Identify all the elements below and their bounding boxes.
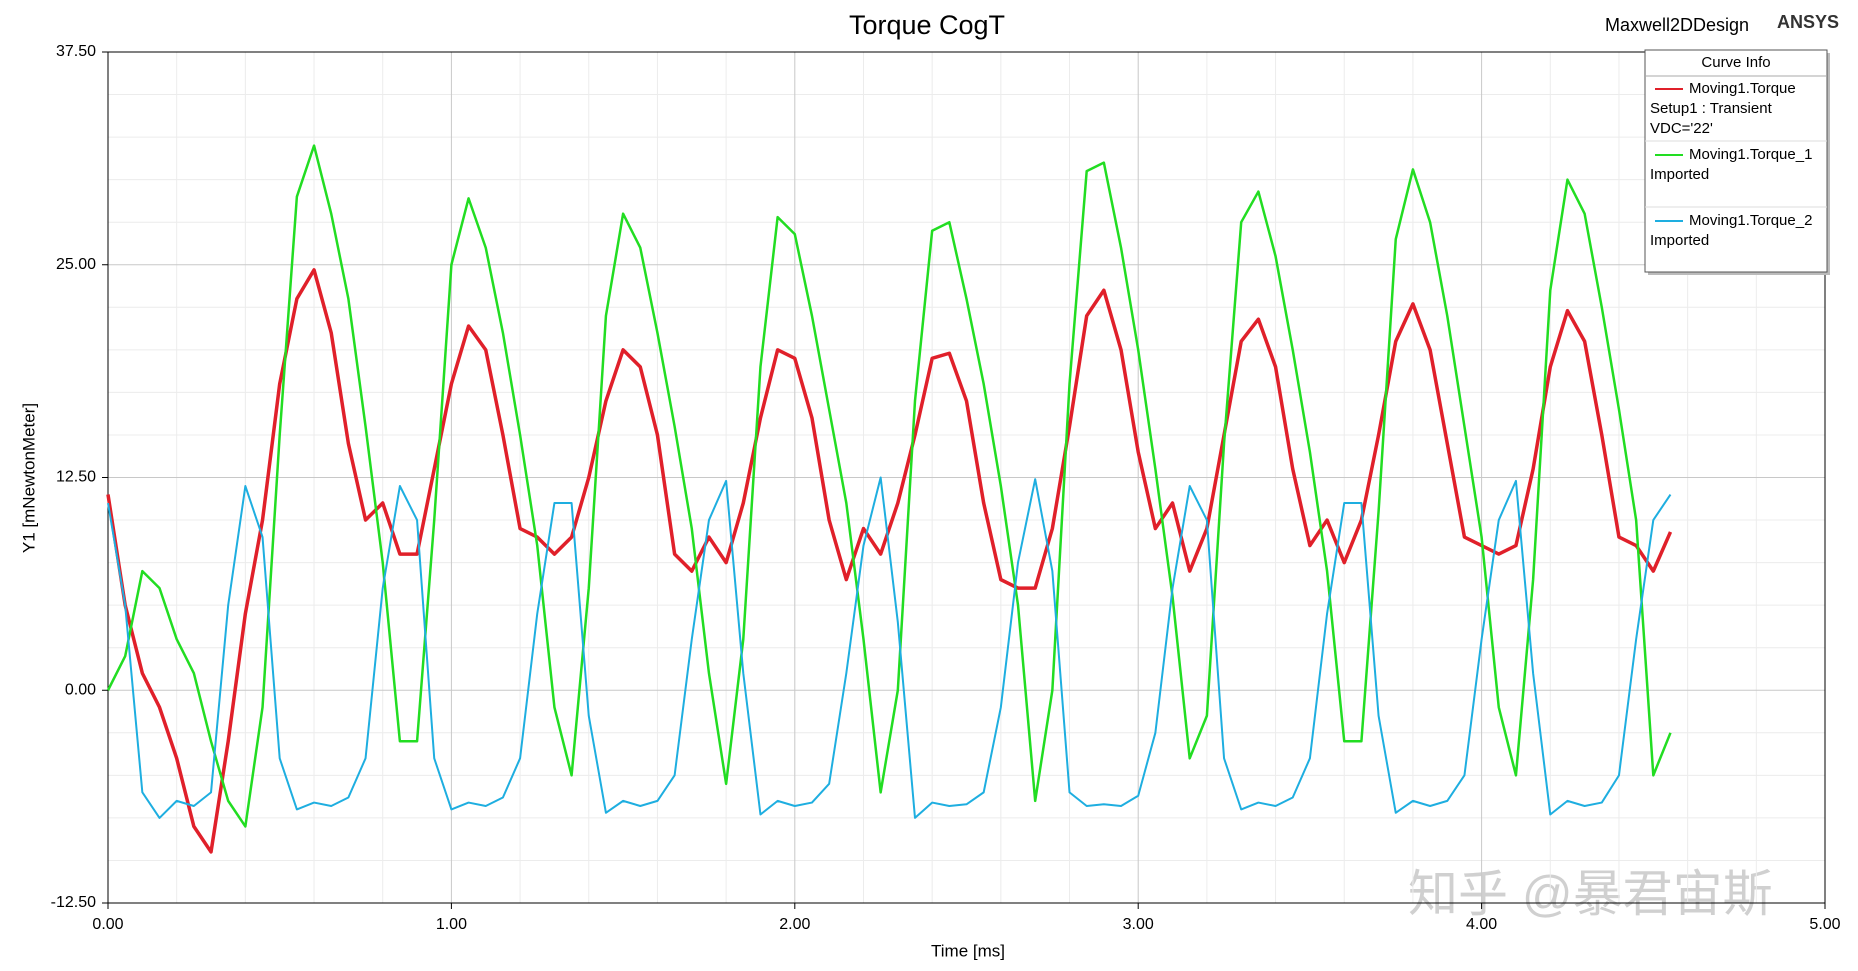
legend-info: Imported [1650, 232, 1709, 249]
legend-info: VDC='22' [1650, 120, 1713, 137]
x-tick-label: 4.00 [1466, 916, 1497, 933]
legend-label: Moving1.Torque_1 [1689, 146, 1812, 163]
watermark: 知乎 @暴君宙斯 [1408, 866, 1773, 922]
y-axis-label: Y1 [mNewtonMeter] [19, 403, 38, 553]
y-tick-label: 37.50 [56, 43, 96, 60]
y-tick-label: 25.00 [56, 256, 96, 273]
legend-label: Moving1.Torque_2 [1689, 212, 1812, 229]
legend-box [1644, 49, 1828, 273]
y-tick-label: 0.00 [65, 681, 96, 698]
y-tick-label: 12.50 [56, 469, 96, 486]
legend-label: Moving1.Torque [1689, 80, 1796, 97]
legend-info: Setup1 : Transient [1650, 100, 1773, 117]
legend-title: Curve Info [1701, 54, 1770, 71]
series-line [106, 268, 1673, 854]
x-axis-label: Time [ms] [931, 941, 1005, 960]
product-label: Maxwell2DDesign [1605, 15, 1749, 35]
x-tick-label: 0.00 [92, 916, 123, 933]
series-line [107, 476, 1672, 819]
series-line [106, 144, 1672, 828]
brand-label: ANSYS [1777, 12, 1839, 32]
plot-frame [107, 51, 1826, 904]
x-tick-label: 2.00 [779, 916, 810, 933]
legend-info: Imported [1650, 166, 1709, 183]
x-tick-label: 1.00 [436, 916, 467, 933]
chart-title: Torque CogT [849, 10, 1005, 40]
x-tick-label: 5.00 [1809, 916, 1840, 933]
x-tick-label: 3.00 [1123, 916, 1154, 933]
y-tick-label: -12.50 [51, 894, 96, 911]
